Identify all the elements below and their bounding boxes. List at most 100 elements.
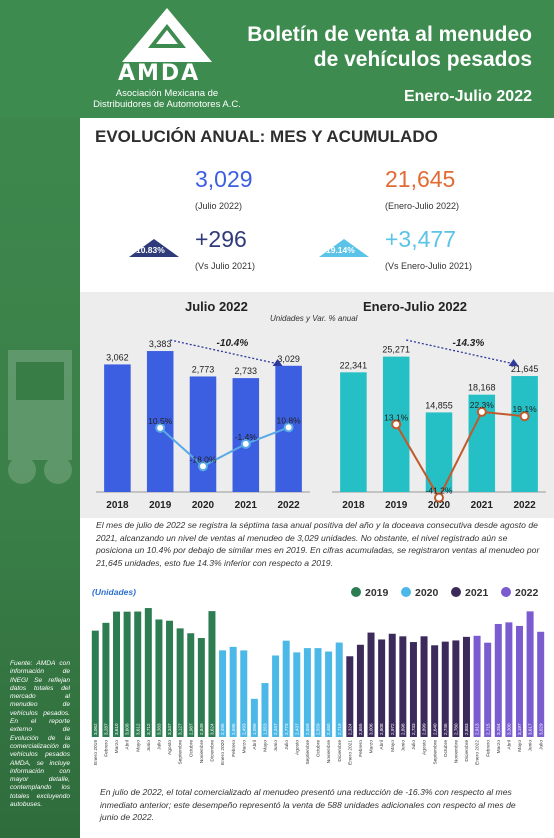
acc-pct-label-2022: 19.1% [513,404,538,414]
acc-pct-label-2020: -41.2% [426,486,453,496]
month-tick-2020-9: Septiembre [305,740,311,765]
bar-2021-5 [388,633,396,737]
month-tick-2020-10: Octubre [316,740,322,757]
acc-pct-point-2021 [476,406,487,417]
month-bar-2018 [104,364,131,492]
month-tick-2019-8: Agosto [167,740,173,755]
page-title: Boletín de venta al menudeo de vehículos… [247,22,532,72]
sidebar-background [0,0,80,838]
month-tick-2020: 2020 [192,500,215,511]
month-tick-2021-10: Octubre [443,740,449,757]
month-tick-2019-3: Marzo [114,740,120,754]
month-pct-point-2021 [240,438,251,449]
month-diff-label: (Vs Julio 2021) [195,261,256,271]
bar-value-2019-1: 3,062 [93,723,98,735]
bar-2022-1 [473,635,481,737]
month-tick-2020-3: Marzo [241,740,247,754]
acc-pct-label-2021: 22.3% [470,400,495,410]
acc-pct-text: +19.14% [321,245,355,255]
acc-pct-label-2019: 13.1% [384,412,409,422]
logo-subtitle-line-1: Asociación Mexicana de [115,88,219,99]
bar-2020-3 [240,650,248,737]
bar-value-2021-5: 2,972 [390,723,395,735]
legend-label-2020: 2020 [415,587,439,599]
report-period: Enero-Julio 2022 [403,88,532,105]
acc-value-label-2018: 22,341 [340,360,368,370]
logo-subtitle-line-2: Distribuidores de Automotores A.C. [93,99,241,110]
bar-value-2022-4: 3,300 [506,723,511,735]
month-bar-2020 [189,376,217,492]
page-title-line-1: Boletín de venta al menudeo [247,23,532,46]
month-tick-2022-4: Abril [506,740,512,750]
month-value-label-2018: 3,062 [106,352,129,362]
bar-value-2021-11: 2,780 [453,723,458,735]
month-tick-2021-8: Agosto [422,740,428,755]
legend-marker-2021 [451,587,461,597]
bar-value-2021-3: 3,006 [369,723,374,735]
bar-value-2021-10: 2,745 [443,723,448,735]
monthly-history-chart: (Unidades) 2019 2020 2021 2022 3,062 Enero 201… [91,587,545,765]
bar-value-2019-11: 2,849 [199,723,204,735]
bar-value-2021-6: 2,898 [400,723,405,735]
acc-tick-2020: 2020 [428,500,451,511]
month-pct-label-2022: 10.8% [277,415,302,425]
mountain-logo-icon [122,8,212,62]
legend-label-2022: 2022 [515,587,539,599]
acc-sales-value: 21,645 [385,166,456,192]
acc-pct-point-2019 [391,419,402,430]
bar-2019-3 [113,611,121,737]
month-pct-badge [129,239,179,257]
month-tick-2021-7: Julio [411,740,417,750]
month-tick-2020-4: Abril [252,740,258,750]
acc-tick-2019: 2019 [385,500,408,511]
acc-value-label-2019: 25,271 [382,345,410,355]
legend-marker-2019 [351,587,361,597]
bar-value-2020-6: 2,347 [273,723,278,735]
bar-2021-6 [399,636,407,737]
acc-diff-label: (Vs Enero-Julio 2021) [385,261,473,271]
acc-bar-2018 [340,372,367,492]
month-bar-2019 [146,351,174,492]
month-trend-arrow [170,339,279,365]
month-tick-2019-7: Julio [157,740,163,750]
acc-trend-label: -14.3% [453,338,485,349]
bar-2020-12 [335,642,343,737]
bar-2020-10 [314,648,322,737]
month-tick-2021-9: Septiembre [432,740,438,765]
month-tick-2018: 2018 [106,500,129,511]
bar-2021-1 [346,656,354,737]
bar-2022-7 [537,631,545,737]
acc-trend-arrow [406,339,515,365]
acc-pct-badge [319,239,369,257]
amda-logo: AMDA Asociación Mexicana de Distribuidor… [92,6,242,110]
month-pct-label-2019: 10.5% [148,416,173,426]
bar-value-2020-2: 2,595 [231,723,236,735]
bar-2021-9 [431,645,439,737]
month-tick-2020-12: Diciembre [337,740,343,762]
bar-2019-1 [91,630,99,737]
source-note: Fuente: AMDA con información de INEGI Se… [10,660,70,809]
bar-2019-10 [187,633,195,737]
bar-value-2020-1: 2,495 [220,723,225,735]
bar-2019-5 [134,611,142,737]
month-tick-2022: 2022 [277,500,300,511]
bar-2019-7 [155,619,163,737]
bar-2019-4 [123,611,131,737]
acc-tick-2022: 2022 [513,500,536,511]
month-value-label-2022: 3,029 [277,354,300,364]
bar-2020-8 [293,652,301,737]
bar-2021-8 [420,636,428,737]
bar-value-2021-8: 2,899 [422,723,427,735]
bar-value-2019-12: 3,624 [210,723,215,735]
month-tick-2019-12: Diciembre [210,740,216,762]
month-tick-2019-11: Noviembre [199,740,205,764]
bar-2020-5 [261,683,269,737]
acc-tick-2021: 2021 [471,500,494,511]
month-sales-label: (Julio 2022) [195,201,243,211]
legend-marker-2020 [401,587,411,597]
bar-2019-8 [166,620,174,737]
month-trend-arrowhead [272,359,283,366]
acc-trend-arrowhead [508,359,519,366]
bar-2022-3 [494,623,502,737]
month-tick-2019-10: Octubre [188,740,194,757]
